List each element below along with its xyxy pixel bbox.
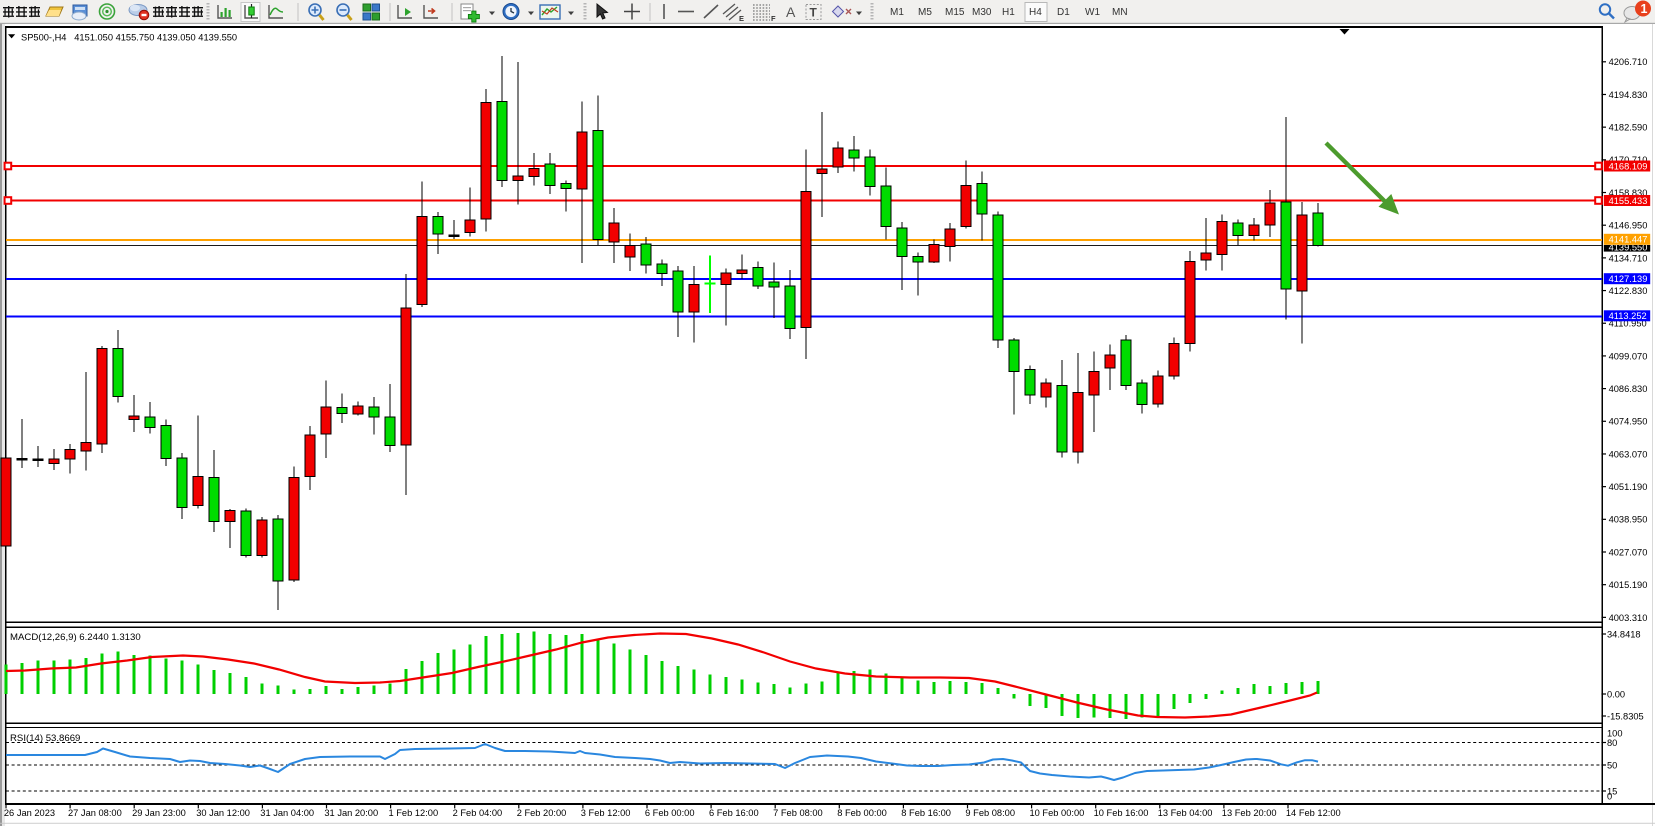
svg-text:15: 15 bbox=[1607, 787, 1617, 797]
svg-text:4127.139: 4127.139 bbox=[1609, 274, 1648, 284]
svg-text:4158.830: 4158.830 bbox=[1609, 188, 1648, 198]
svg-text:-15.8305: -15.8305 bbox=[1607, 711, 1644, 721]
svg-text:M1: M1 bbox=[890, 7, 904, 18]
svg-text:1 Feb 12:00: 1 Feb 12:00 bbox=[389, 808, 439, 818]
svg-text:SP500-,H4 4151.050 4155.750: SP500-,H4 4151.050 4155.750 4139.050 413… bbox=[21, 32, 237, 42]
svg-text:H4: H4 bbox=[1029, 7, 1042, 18]
svg-text:31 Jan 04:00: 31 Jan 04:00 bbox=[260, 808, 314, 818]
svg-text:4194.830: 4194.830 bbox=[1609, 90, 1648, 100]
svg-text:M5: M5 bbox=[918, 7, 932, 18]
svg-text:4155.433: 4155.433 bbox=[1609, 196, 1648, 206]
svg-text:6 Feb 00:00: 6 Feb 00:00 bbox=[645, 808, 695, 818]
svg-text:4170.710: 4170.710 bbox=[1609, 155, 1648, 165]
svg-text:2 Feb 04:00: 2 Feb 04:00 bbox=[453, 808, 503, 818]
svg-text:14 Feb 12:00: 14 Feb 12:00 bbox=[1286, 808, 1341, 818]
svg-text:4168.109: 4168.109 bbox=[1609, 161, 1648, 171]
svg-text:34.8418: 34.8418 bbox=[1607, 630, 1641, 640]
svg-text:E: E bbox=[739, 14, 744, 23]
svg-text:10 Feb 00:00: 10 Feb 00:00 bbox=[1030, 808, 1085, 818]
svg-text:4051.190: 4051.190 bbox=[1609, 482, 1648, 492]
svg-text:10 Feb 16:00: 10 Feb 16:00 bbox=[1094, 808, 1149, 818]
svg-text:M15: M15 bbox=[945, 7, 965, 18]
svg-text:T: T bbox=[810, 6, 818, 20]
svg-text:2 Feb 20:00: 2 Feb 20:00 bbox=[517, 808, 567, 818]
svg-text:100: 100 bbox=[1607, 729, 1623, 739]
svg-text:4003.310: 4003.310 bbox=[1609, 613, 1648, 623]
svg-text:4141.447: 4141.447 bbox=[1609, 235, 1648, 245]
svg-text:MACD(12,26,9) 6.2440 1.3130: MACD(12,26,9) 6.2440 1.3130 bbox=[10, 632, 141, 643]
svg-text:8 Feb 00:00: 8 Feb 00:00 bbox=[837, 808, 887, 818]
svg-text:F: F bbox=[771, 14, 776, 23]
svg-text:4027.070: 4027.070 bbox=[1609, 547, 1648, 557]
svg-text:M30: M30 bbox=[972, 7, 992, 18]
svg-text:4110.950: 4110.950 bbox=[1609, 319, 1647, 329]
svg-text:3 Feb 12:00: 3 Feb 12:00 bbox=[581, 808, 631, 818]
svg-text:4038.950: 4038.950 bbox=[1609, 515, 1648, 525]
svg-text:4182.590: 4182.590 bbox=[1609, 123, 1648, 133]
svg-text:4099.070: 4099.070 bbox=[1609, 351, 1648, 361]
svg-text:4206.710: 4206.710 bbox=[1609, 57, 1648, 67]
svg-text:13 Feb 04:00: 13 Feb 04:00 bbox=[1158, 808, 1213, 818]
svg-text:80: 80 bbox=[1607, 738, 1617, 748]
svg-text:4146.950: 4146.950 bbox=[1609, 221, 1648, 231]
svg-text:30 Jan 12:00: 30 Jan 12:00 bbox=[196, 808, 250, 818]
svg-text:0: 0 bbox=[1607, 792, 1612, 802]
svg-text:4113.252: 4113.252 bbox=[1609, 311, 1647, 321]
svg-text:26 Jan 2023: 26 Jan 2023 bbox=[4, 808, 55, 818]
svg-text:D1: D1 bbox=[1057, 7, 1070, 18]
svg-text:6 Feb 16:00: 6 Feb 16:00 bbox=[709, 808, 759, 818]
svg-text:9 Feb 08:00: 9 Feb 08:00 bbox=[965, 808, 1015, 818]
svg-text:4086.830: 4086.830 bbox=[1609, 384, 1648, 394]
svg-text:13 Feb 20:00: 13 Feb 20:00 bbox=[1222, 808, 1277, 818]
svg-text:W1: W1 bbox=[1085, 7, 1100, 18]
svg-text:0.00: 0.00 bbox=[1607, 689, 1625, 699]
svg-text:RSI(14) 53.8669: RSI(14) 53.8669 bbox=[10, 733, 80, 744]
svg-text:4139.550: 4139.550 bbox=[1609, 243, 1648, 253]
svg-text:H1: H1 bbox=[1002, 7, 1015, 18]
svg-text:4134.710: 4134.710 bbox=[1609, 253, 1648, 263]
svg-text:4015.190: 4015.190 bbox=[1609, 580, 1648, 590]
svg-text:7 Feb 08:00: 7 Feb 08:00 bbox=[773, 808, 823, 818]
svg-text:50: 50 bbox=[1607, 760, 1617, 770]
svg-text:A: A bbox=[786, 4, 796, 20]
svg-text:4122.830: 4122.830 bbox=[1609, 286, 1648, 296]
svg-text:1: 1 bbox=[1641, 2, 1648, 16]
svg-text:29 Jan 23:00: 29 Jan 23:00 bbox=[132, 808, 186, 818]
svg-text:4063.070: 4063.070 bbox=[1609, 449, 1648, 459]
svg-text:8 Feb 16:00: 8 Feb 16:00 bbox=[901, 808, 951, 818]
svg-text:27 Jan 08:00: 27 Jan 08:00 bbox=[68, 808, 122, 818]
svg-text:4074.950: 4074.950 bbox=[1609, 417, 1648, 427]
svg-text:31 Jan 20:00: 31 Jan 20:00 bbox=[324, 808, 378, 818]
svg-text:MN: MN bbox=[1112, 7, 1128, 18]
